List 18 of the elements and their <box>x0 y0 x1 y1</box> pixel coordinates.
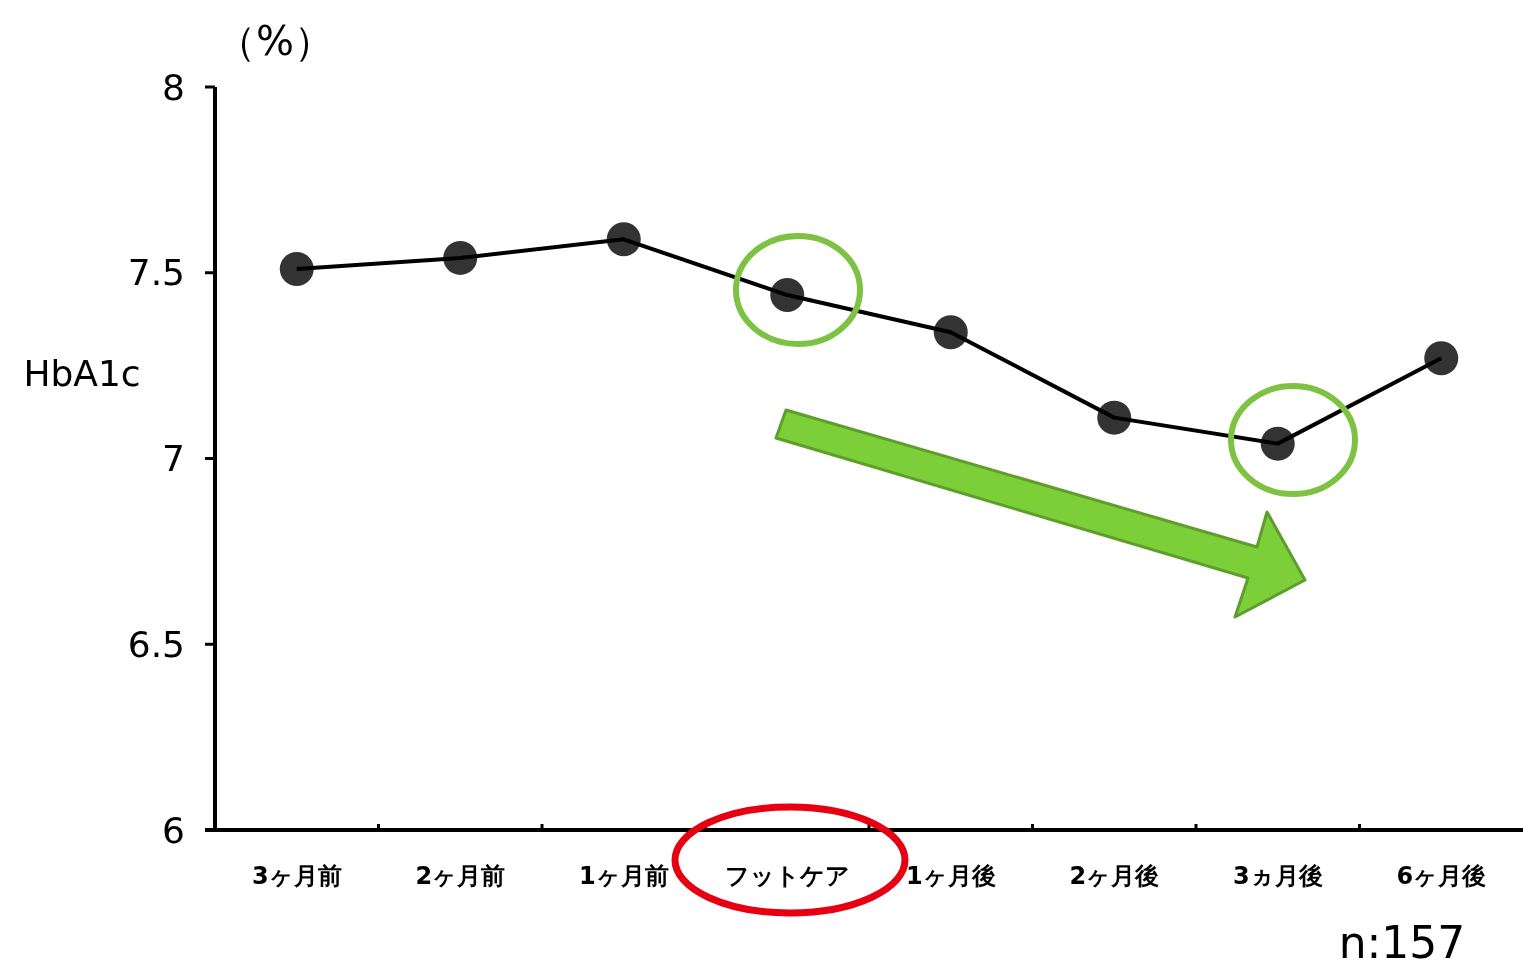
text: n:157 <box>1338 917 1466 965</box>
x-tick-label: 2ヶ月前 <box>415 862 506 890</box>
text: （%） <box>215 18 335 64</box>
x-tick-label: 1ヶ月前 <box>578 862 669 890</box>
x-tick-label: フットケア <box>724 862 850 890</box>
point <box>279 252 314 287</box>
x-tick-label: 3ヵ月後 <box>1232 862 1323 890</box>
y-axis-title: HbA1c <box>23 352 141 394</box>
y-tick-label: 8 <box>162 66 185 108</box>
y-tick-label: 7.5 <box>127 252 185 294</box>
y-tick-label: 6 <box>162 809 185 851</box>
x-tick-label: 3ヶ月前 <box>251 862 342 890</box>
x-tick-label: 2ヶ月後 <box>1069 862 1160 890</box>
y-tick-label: 6.5 <box>127 623 185 665</box>
x-tick-label: 1ヶ月後 <box>905 862 996 890</box>
point <box>1424 341 1459 376</box>
x-tick-label: 6ヶ月後 <box>1396 862 1487 890</box>
y-tick-label: 7 <box>162 438 185 480</box>
